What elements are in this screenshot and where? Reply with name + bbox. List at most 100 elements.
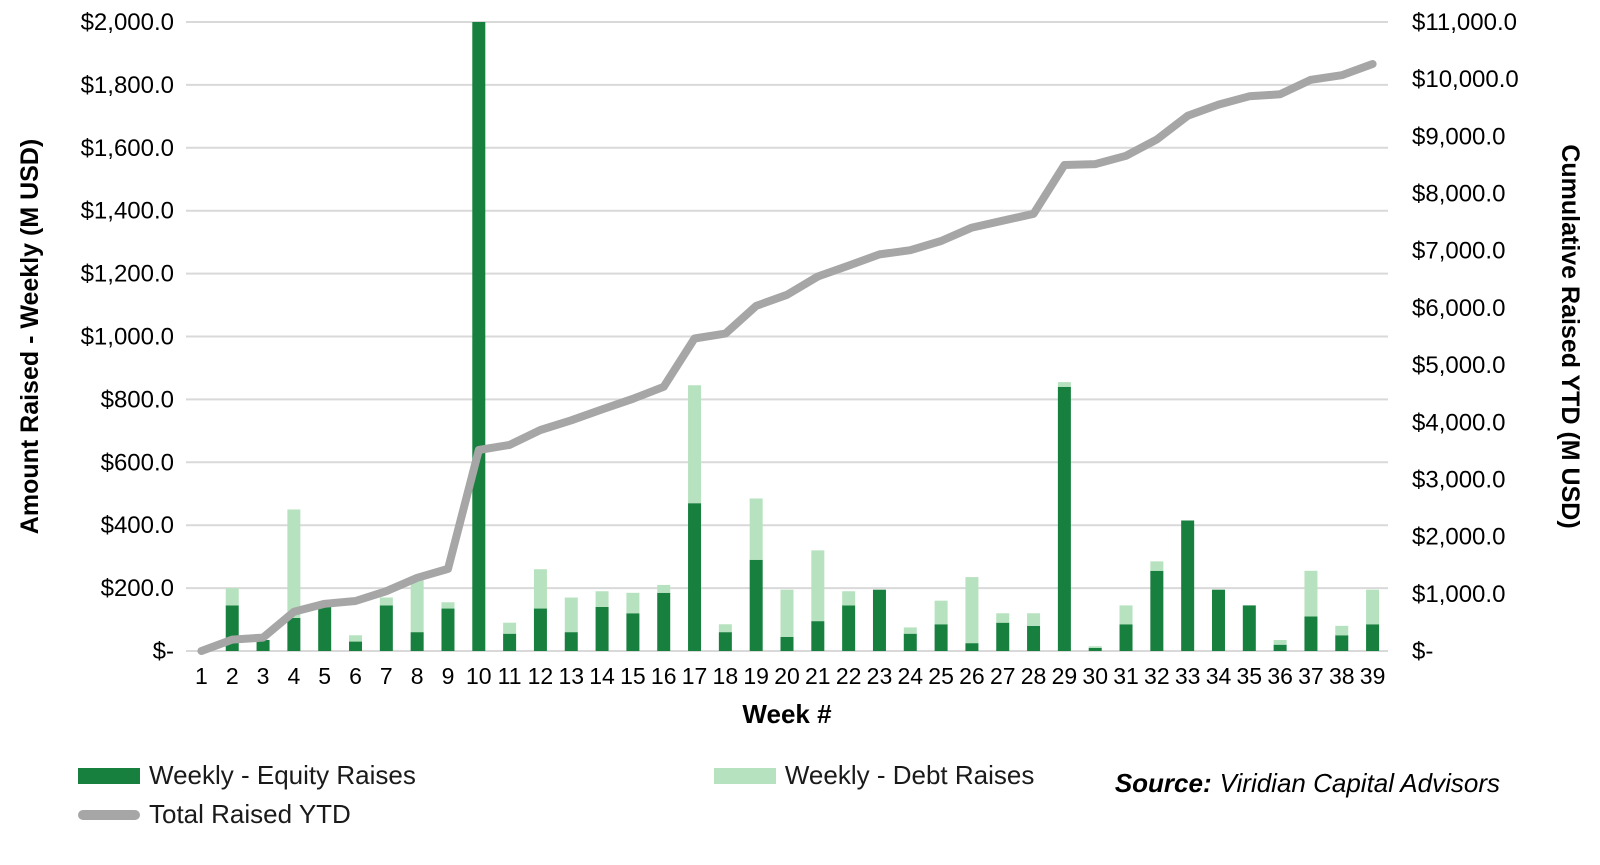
bar-debt-week-7 bbox=[379, 597, 393, 606]
bar-debt-week-28 bbox=[1027, 613, 1041, 626]
bar-debt-week-2 bbox=[225, 588, 239, 606]
x-axis-tick-label: 19 bbox=[743, 663, 769, 689]
x-axis-tick-label: 14 bbox=[589, 663, 615, 689]
bar-equity-week-18 bbox=[718, 632, 732, 651]
x-axis-tick-label: 10 bbox=[466, 663, 492, 689]
x-axis-tick-label: 35 bbox=[1237, 663, 1263, 689]
bar-equity-week-35 bbox=[1242, 605, 1256, 651]
left-axis-tick-label: $- bbox=[153, 638, 174, 665]
bar-equity-week-21 bbox=[811, 621, 825, 651]
right-axis-tick-label: $4,000.0 bbox=[1412, 409, 1505, 436]
bar-equity-week-37 bbox=[1304, 616, 1318, 651]
x-axis-tick-label: 22 bbox=[836, 663, 862, 689]
x-axis-tick-label: 31 bbox=[1113, 663, 1139, 689]
right-axis-tick-label: $8,000.0 bbox=[1412, 181, 1505, 208]
bar-debt-week-22 bbox=[842, 591, 856, 606]
bar-equity-week-25 bbox=[934, 624, 948, 651]
chart-legend: Weekly - Equity Raises Weekly - Debt Rai… bbox=[78, 760, 1084, 830]
bar-debt-week-17 bbox=[688, 385, 702, 504]
legend-item-debt: Weekly - Debt Raises bbox=[713, 760, 1034, 791]
bar-debt-week-21 bbox=[811, 550, 825, 622]
bar-debt-week-16 bbox=[657, 584, 671, 593]
bar-debt-week-20 bbox=[780, 589, 794, 637]
x-axis-tick-label: 30 bbox=[1082, 663, 1108, 689]
debt-swatch-icon bbox=[713, 767, 776, 784]
bar-equity-week-31 bbox=[1119, 624, 1133, 651]
right-axis-tick-label: $6,000.0 bbox=[1412, 295, 1505, 322]
right-axis-tick-label: $5,000.0 bbox=[1412, 352, 1505, 379]
bar-debt-week-32 bbox=[1150, 561, 1164, 571]
legend-item-total: Total Raised YTD bbox=[78, 799, 351, 830]
bar-debt-week-4 bbox=[287, 509, 301, 618]
right-axis-tick-label: $10,000.0 bbox=[1412, 66, 1519, 93]
bar-equity-week-29 bbox=[1057, 386, 1071, 651]
bar-equity-week-19 bbox=[749, 559, 763, 651]
bar-debt-week-27 bbox=[996, 613, 1010, 623]
x-axis-tick-label: 7 bbox=[380, 663, 393, 689]
bar-equity-week-7 bbox=[379, 605, 393, 651]
source-value: Viridian Capital Advisors bbox=[1219, 768, 1500, 798]
right-axis-tick-label: $11,000.0 bbox=[1412, 9, 1517, 36]
bar-equity-week-11 bbox=[503, 633, 517, 651]
x-axis-tick-label: 24 bbox=[897, 663, 923, 689]
right-axis-tick-label: $3,000.0 bbox=[1412, 466, 1505, 493]
left-axis-tick-label: $800.0 bbox=[101, 386, 174, 413]
equity-swatch-icon bbox=[78, 767, 140, 784]
bar-equity-week-38 bbox=[1335, 635, 1349, 651]
bar-debt-week-24 bbox=[903, 627, 917, 634]
left-axis-tick-label: $1,800.0 bbox=[81, 72, 174, 99]
bar-debt-week-30 bbox=[1088, 646, 1102, 648]
x-axis-title: Week # bbox=[742, 699, 832, 729]
bar-equity-week-26 bbox=[965, 643, 979, 651]
bar-equity-week-27 bbox=[996, 622, 1010, 651]
right-axis-tick-label: $2,000.0 bbox=[1412, 524, 1505, 551]
bar-debt-week-15 bbox=[626, 592, 640, 614]
bar-debt-week-14 bbox=[595, 591, 609, 607]
x-axis-tick-label: 39 bbox=[1360, 663, 1386, 689]
source-attribution: Source: Viridian Capital Advisors bbox=[1115, 768, 1500, 799]
left-axis-tick-label: $400.0 bbox=[101, 512, 174, 539]
x-axis-tick-label: 38 bbox=[1329, 663, 1355, 689]
bar-equity-week-24 bbox=[903, 633, 917, 651]
bar-debt-week-31 bbox=[1119, 605, 1133, 625]
left-axis-tick-label: $200.0 bbox=[101, 575, 174, 602]
bar-equity-week-15 bbox=[626, 613, 640, 651]
x-axis-tick-label: 17 bbox=[682, 663, 708, 689]
bar-debt-week-6 bbox=[349, 635, 363, 642]
bar-debt-week-37 bbox=[1304, 570, 1318, 617]
bar-equity-week-28 bbox=[1027, 625, 1041, 651]
right-axis-title: Cumulative Raised YTD (M USD) bbox=[1556, 144, 1584, 528]
x-axis-tick-label: 18 bbox=[713, 663, 739, 689]
x-axis-tick-label: 4 bbox=[287, 663, 300, 689]
left-axis-tick-label: $1,600.0 bbox=[81, 135, 174, 162]
bar-debt-week-9 bbox=[441, 602, 455, 609]
x-axis-tick-label: 11 bbox=[498, 663, 522, 689]
x-axis-tick-label: 13 bbox=[558, 663, 584, 689]
x-axis-tick-label: 6 bbox=[349, 663, 362, 689]
bar-debt-week-38 bbox=[1335, 625, 1349, 636]
bar-equity-week-39 bbox=[1366, 624, 1380, 651]
bar-debt-week-36 bbox=[1273, 639, 1287, 645]
x-axis-tick-label: 12 bbox=[528, 663, 554, 689]
left-axis-tick-label: $600.0 bbox=[101, 449, 174, 476]
x-axis-tick-label: 36 bbox=[1267, 663, 1293, 689]
bar-debt-week-25 bbox=[934, 600, 948, 625]
left-axis-title: Amount Raised - Weekly (M USD) bbox=[16, 139, 44, 534]
chart-canvas: $- $200.0 $400.0 $600.0 $800.0 $1,000.0 $1,200… bbox=[16, 9, 1584, 729]
bar-equity-week-33 bbox=[1181, 520, 1195, 651]
x-axis-tick-label: 26 bbox=[959, 663, 985, 689]
bar-debt-week-11 bbox=[503, 622, 517, 634]
left-axis-tick-label: $1,400.0 bbox=[81, 198, 174, 225]
total-raised-ytd-line bbox=[197, 60, 1377, 655]
x-axis-tick-label: 23 bbox=[867, 663, 893, 689]
legend-row-1: Weekly - Equity Raises Weekly - Debt Rai… bbox=[78, 760, 1084, 791]
bar-debt-week-8 bbox=[410, 577, 424, 633]
bar-equity-week-6 bbox=[349, 641, 363, 651]
bar-equity-week-3 bbox=[256, 639, 270, 651]
x-axis-tick-label: 32 bbox=[1144, 663, 1170, 689]
right-axis-tick-label: $- bbox=[1412, 638, 1433, 665]
bar-equity-week-9 bbox=[441, 608, 455, 651]
bar-debt-week-29 bbox=[1057, 382, 1071, 387]
x-axis-tick-label: 37 bbox=[1298, 663, 1324, 689]
